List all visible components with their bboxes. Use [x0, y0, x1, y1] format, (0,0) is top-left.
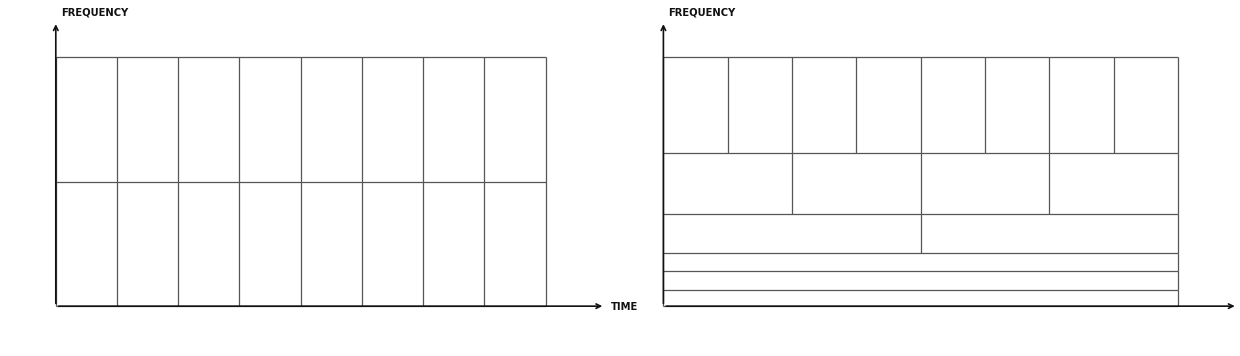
Text: TIME: TIME: [611, 302, 639, 312]
Text: FREQUENCY: FREQUENCY: [668, 7, 735, 17]
Text: FREQUENCY: FREQUENCY: [61, 7, 128, 17]
